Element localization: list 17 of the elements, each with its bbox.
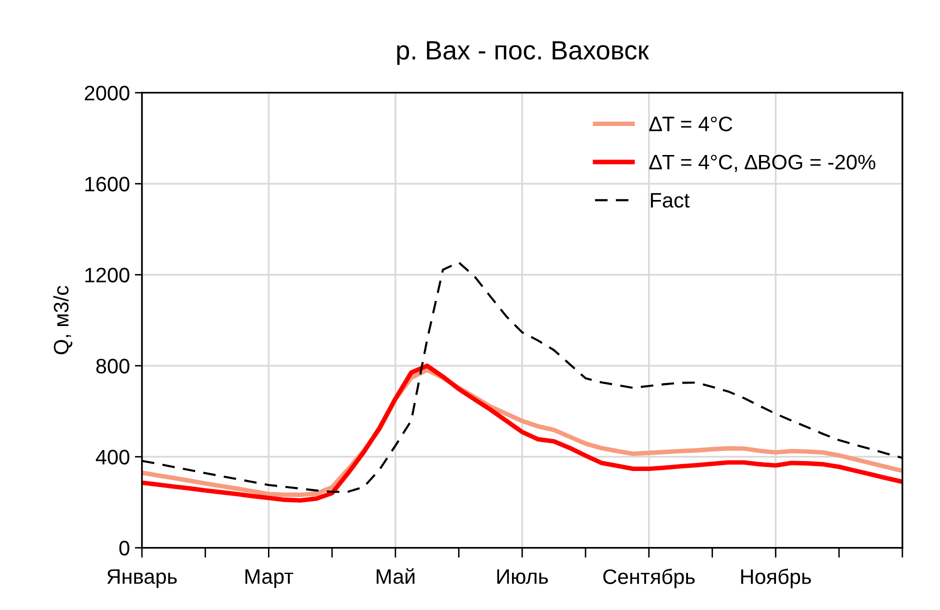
y-tick-label: 0 bbox=[119, 540, 130, 556]
y-tick-label: 400 bbox=[96, 450, 130, 465]
y-axis-title: Q, м3/с bbox=[53, 286, 72, 354]
y-tick-label: 1600 bbox=[85, 176, 130, 192]
legend-label: ∆T = 4°C, ∆BOG = -20% bbox=[649, 154, 876, 172]
x-tick-label: Сентябрь bbox=[603, 568, 695, 588]
legend-label: Fact bbox=[650, 193, 690, 208]
x-tick-label: Март bbox=[245, 569, 294, 588]
x-tick-label: Январь bbox=[107, 569, 177, 588]
y-tick-label: 800 bbox=[96, 358, 130, 374]
x-tick-label: Ноябрь bbox=[741, 568, 811, 588]
x-tick-label: Май bbox=[376, 568, 414, 584]
y-tick-label: 1200 bbox=[85, 268, 130, 282]
chart-title: р. Вах - пос. Ваховск bbox=[397, 41, 649, 65]
y-tick-label: 2000 bbox=[84, 86, 130, 100]
legend-label: ∆T = 4°C bbox=[649, 116, 732, 132]
x-tick-label: Июль bbox=[497, 569, 548, 584]
